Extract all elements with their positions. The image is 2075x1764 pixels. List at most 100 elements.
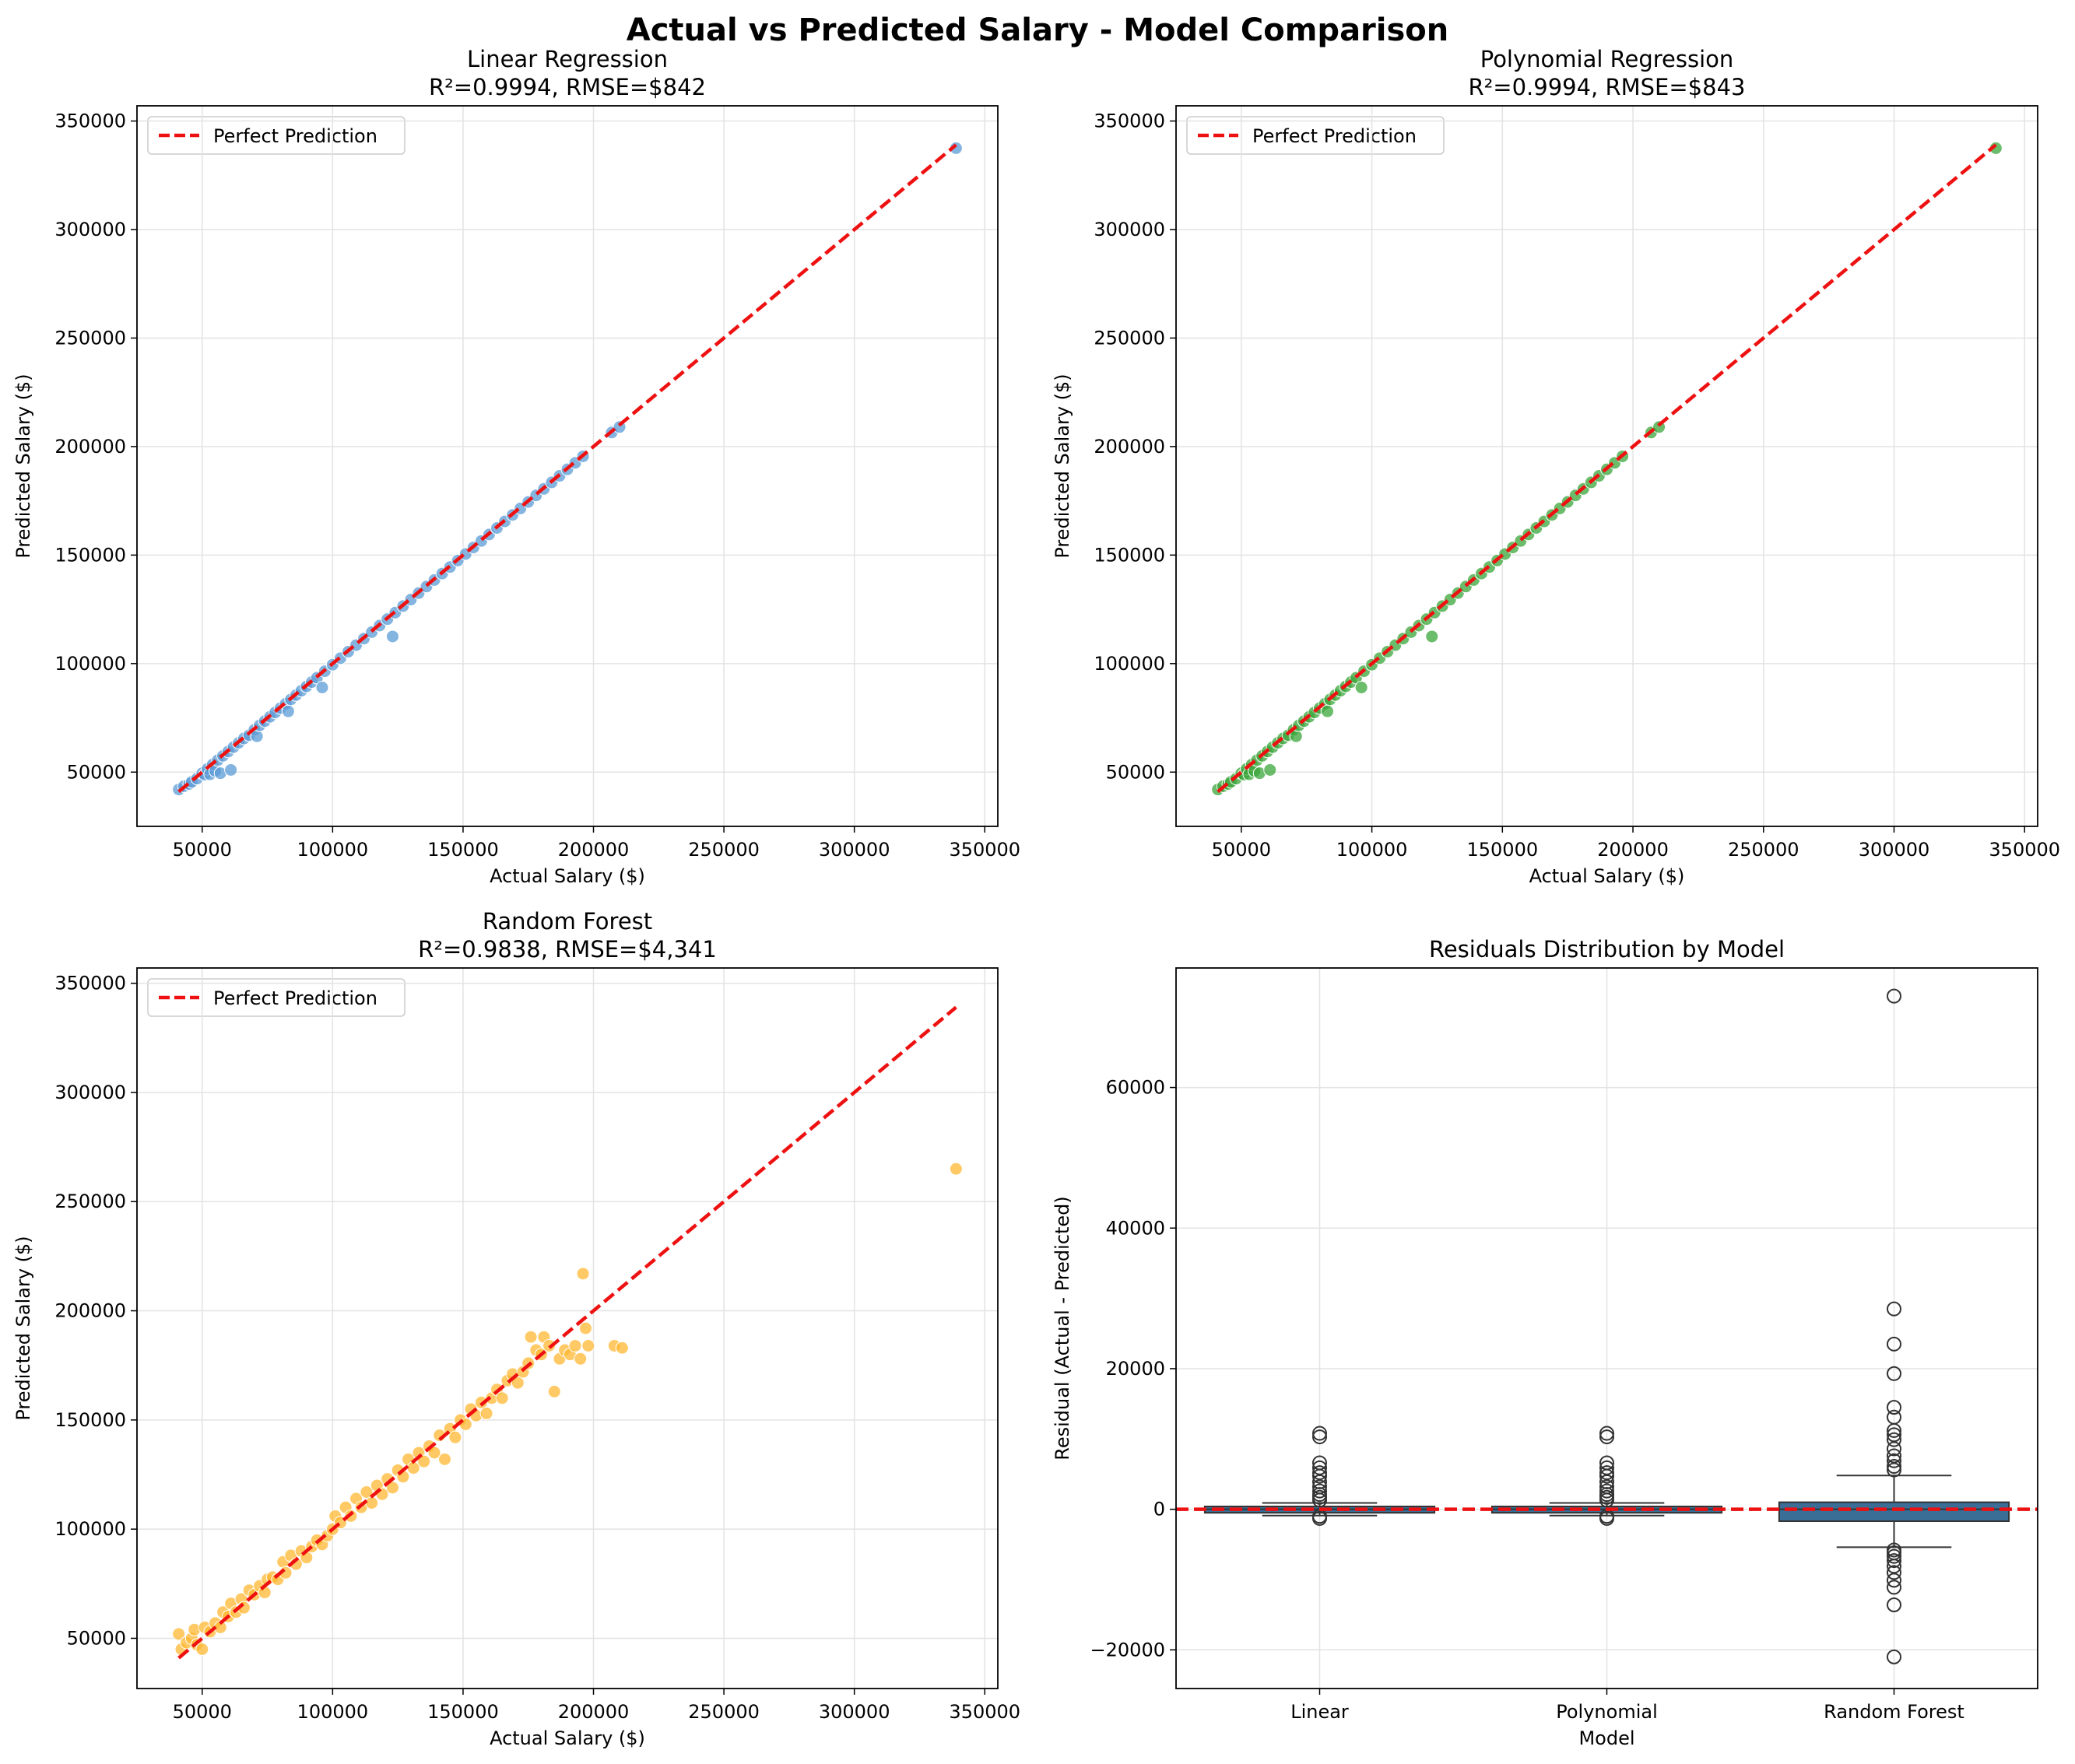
outlier-point [1887, 1649, 1901, 1664]
outlier-point [1312, 1510, 1327, 1526]
y-tick-label: 100000 [54, 653, 126, 675]
plot-area [1211, 141, 2003, 797]
x-tick-label: 50000 [173, 839, 232, 861]
y-axis-label: Predicted Salary ($) [1052, 373, 1073, 558]
outlier-point [1887, 1553, 1901, 1569]
legend-label: Perfect Prediction [213, 987, 377, 1009]
x-tick-label: 150000 [1467, 839, 1539, 861]
legend-box [147, 978, 406, 1017]
outlier-point [1599, 1460, 1614, 1475]
panel-subtitle: R²=0.9994, RMSE=$842 [429, 74, 706, 100]
axes-frame [136, 105, 999, 827]
outlier-point [1312, 1465, 1327, 1481]
data-point [365, 1496, 379, 1510]
data-point [574, 1352, 588, 1366]
data-point [581, 1338, 595, 1352]
x-tick-label: 250000 [688, 839, 760, 861]
data-point [385, 1481, 399, 1495]
outlier-point [1599, 1492, 1614, 1508]
outlier-point [1887, 1448, 1901, 1464]
panel-title: Residuals Distribution by Model [1429, 936, 1785, 963]
x-tick-label: 200000 [558, 839, 630, 861]
outlier-point [1887, 1400, 1901, 1415]
plot-area [1176, 988, 2038, 1664]
y-axis-label: Residual (Actual - Predicted) [1052, 1196, 1073, 1460]
y-axis-label: Predicted Salary ($) [12, 373, 34, 558]
axes-frame [1175, 967, 2038, 1689]
outlier-point [1312, 1426, 1327, 1441]
outlier-point [1312, 1429, 1327, 1445]
plot-area [172, 1005, 963, 1660]
y-tick-label: 200000 [54, 1300, 126, 1322]
data-point [511, 1376, 525, 1390]
outlier-point [1887, 1462, 1901, 1478]
polynomial-regression-panel: Polynomial Regression R²=0.9994, RMSE=$8… [1052, 46, 2060, 887]
axes-frame [1175, 105, 2038, 827]
data-point [417, 1454, 431, 1468]
data-point [576, 1267, 590, 1281]
outlier-point [1887, 1441, 1901, 1457]
outlier-point [1887, 1459, 1901, 1475]
residuals-boxplot-panel: Residuals Distribution by Model Model Re… [1052, 936, 2038, 1749]
y-tick-label: 100000 [54, 1518, 126, 1540]
y-tick-label: 200000 [1094, 436, 1165, 458]
outlier-point [1887, 1336, 1901, 1352]
perfect-prediction-line [177, 1005, 957, 1660]
data-point [1321, 704, 1335, 718]
y-tick-label: 200000 [54, 436, 126, 458]
data-point [949, 1162, 963, 1176]
x-tick-label: 300000 [1859, 839, 1930, 861]
outlier-point [1887, 1422, 1901, 1438]
data-point [172, 1627, 186, 1641]
y-tick-label: 350000 [54, 973, 126, 994]
y-tick-label: 50000 [1106, 761, 1165, 783]
legend-label: Perfect Prediction [213, 125, 377, 147]
x-tick-label: 200000 [1597, 839, 1669, 861]
data-point [578, 1321, 592, 1335]
x-tick-label: 200000 [558, 1701, 630, 1723]
outlier-point [1599, 1429, 1614, 1445]
outlier-point [1887, 1453, 1901, 1468]
outlier-point [1312, 1460, 1327, 1475]
y-tick-label: 300000 [54, 1082, 126, 1103]
y-tick-label: 250000 [54, 327, 126, 349]
y-tick-label: 150000 [54, 1409, 126, 1431]
y-axis-label: Predicted Salary ($) [12, 1236, 34, 1420]
data-point [495, 1391, 509, 1405]
data-point [448, 1430, 462, 1444]
panel-title: Polynomial Regression [1480, 46, 1734, 72]
x-tick-label: 150000 [427, 1701, 499, 1723]
x-tick-label: 100000 [1336, 839, 1408, 861]
outlier-point [1312, 1468, 1327, 1484]
outlier-point [1887, 1559, 1901, 1574]
outlier-point [1599, 1426, 1614, 1441]
plot-area [172, 141, 963, 797]
data-point [568, 1338, 582, 1352]
outlier-point [1312, 1483, 1327, 1499]
data-point [360, 1485, 374, 1499]
outlier-point [1599, 1465, 1614, 1481]
x-tick-label: 50000 [173, 1701, 232, 1723]
outlier-point [1887, 1548, 1901, 1564]
data-point [479, 1406, 493, 1420]
outlier-point [1887, 1366, 1901, 1381]
x-axis-label: Actual Salary ($) [490, 865, 645, 887]
outlier-point [1887, 1427, 1901, 1443]
data-point [615, 1341, 629, 1355]
data-point [1425, 629, 1439, 644]
panel-title: Linear Regression [467, 46, 668, 72]
y-tick-label: 250000 [1094, 327, 1165, 349]
data-point [1354, 680, 1368, 694]
x-tick-label: 350000 [1989, 839, 2060, 861]
panel-subtitle: R²=0.9994, RMSE=$843 [1469, 74, 1746, 100]
data-point [547, 1384, 561, 1398]
figure-title: Actual vs Predicted Salary - Model Compa… [627, 12, 1449, 48]
box-iqr [1778, 1501, 2010, 1522]
perfect-prediction-line [177, 143, 957, 794]
y-tick-label: 40000 [1106, 1217, 1165, 1239]
x-axis-label: Actual Salary ($) [1529, 865, 1685, 887]
perfect-prediction-line [1217, 143, 1997, 794]
y-tick-label: 150000 [1094, 544, 1165, 566]
random-forest-panel: Random Forest R²=0.9838, RMSE=$4,341 Act… [12, 908, 1020, 1749]
